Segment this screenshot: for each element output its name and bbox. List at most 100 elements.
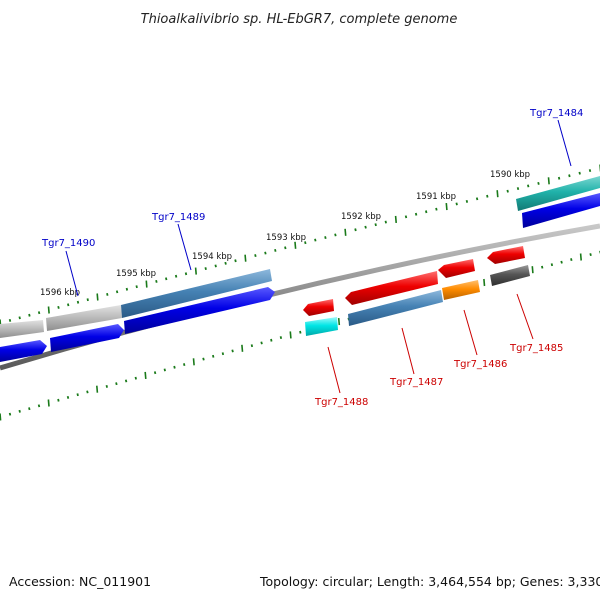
outer-tick-mark (578, 171, 581, 175)
outer-tick-mark (314, 238, 317, 242)
leader-tgr7-1490 (65, 250, 79, 297)
inner-tick-mark (231, 349, 234, 353)
outer-tick-mark (304, 241, 307, 245)
inner-tick-mark (289, 331, 292, 339)
gene-label-tgr7-1484[interactable]: Tgr7_1484 (529, 108, 583, 119)
kbp-labels: 1596 kbp 1595 kbp 1594 kbp 1593 kbp 1592… (40, 170, 530, 298)
inner-tick-mark (579, 253, 582, 261)
inner-tick-mark (570, 258, 573, 262)
outer-tick-mark (86, 298, 89, 302)
outer-tick-mark (475, 197, 479, 201)
inner-tick-mark (541, 265, 544, 269)
outer-tick-mark (145, 280, 148, 288)
outer-tick-mark (57, 305, 60, 309)
outer-tick-mark (404, 215, 408, 219)
outer-tick-mark (425, 210, 428, 214)
inner-tick-mark (183, 363, 186, 367)
outer-tick-mark (527, 184, 530, 188)
outer-tick-mark (8, 318, 12, 322)
gene-label-tgr7-1490[interactable]: Tgr7_1490 (41, 238, 95, 249)
gene-label-tgr7-1485[interactable]: Tgr7_1485 (509, 343, 563, 354)
forward-outer-ring (0, 176, 600, 338)
inner-tick-mark (221, 352, 225, 356)
outer-tick-mark (344, 228, 347, 236)
leader-tgr7-1484 (557, 119, 572, 167)
accession-text: Accession: NC_011901 (9, 574, 152, 589)
inner-tick-mark (8, 412, 12, 416)
gene-block-tgr7-1485-dark[interactable] (490, 265, 530, 286)
outer-tick-mark (354, 228, 357, 232)
inner-tick-mark (153, 371, 157, 375)
outer-tick-mark (67, 303, 70, 307)
cds-arrow-tgr7-1487[interactable] (345, 271, 438, 305)
inner-tick-mark (270, 338, 273, 342)
inner-tick-mark (105, 384, 108, 388)
inner-tick-mark (0, 413, 2, 421)
cds-arrow-tgr7-1489[interactable] (124, 287, 275, 334)
outer-tick-mark (294, 241, 297, 249)
outer-tick-mark (547, 177, 550, 185)
outer-tick-mark (194, 267, 197, 275)
inner-tick-mark (18, 409, 21, 413)
inner-tick-mark (589, 253, 592, 257)
outer-tick-mark (115, 290, 119, 294)
outer-tick-mark (588, 169, 592, 173)
inner-tick-mark (250, 344, 254, 348)
outer-tick-mark (155, 279, 158, 283)
outer-tick-mark (214, 264, 217, 268)
gene-block-grey-left[interactable] (0, 320, 44, 338)
kbp-label-1596: 1596 kbp (40, 288, 80, 298)
outer-tick-mark (37, 311, 41, 315)
cds-arrow-tgr7-1488[interactable] (303, 299, 334, 316)
inner-tick-mark (28, 407, 31, 411)
kbp-label-1594: 1594 kbp (192, 252, 232, 262)
inner-tick-mark (560, 260, 563, 264)
outer-tick-mark (47, 306, 50, 314)
outer-tick-mark (374, 223, 377, 227)
inner-tick-mark (47, 399, 50, 407)
inner-tick-mark (260, 341, 263, 345)
cds-arrow-left[interactable] (0, 340, 47, 362)
outer-tick-mark (455, 202, 458, 206)
outer-tick-mark (125, 287, 129, 291)
gene-labels: Tgr7_1490 Tgr7_1489 Tgr7_1484 Tgr7_1488 … (41, 108, 583, 408)
reverse-inner-ring (305, 265, 530, 336)
outer-tick-mark (204, 267, 207, 271)
genome-summary-text: Topology: circular; Length: 3,464,554 bp… (260, 574, 600, 589)
inner-tick-mark (37, 404, 41, 408)
map-title: Thioalkalivibrio sp. HL-EbGR7, complete … (141, 12, 458, 27)
outer-tick-mark (284, 246, 287, 250)
gene-block-tgr7-1487-steel[interactable] (348, 290, 443, 326)
gene-label-tgr7-1489[interactable]: Tgr7_1489 (151, 212, 205, 223)
inner-tick-mark (483, 278, 486, 287)
kbp-label-1592: 1592 kbp (341, 212, 381, 222)
gene-label-tgr7-1488[interactable]: Tgr7_1488 (314, 397, 368, 408)
cds-arrow-tgr7-1490[interactable] (50, 324, 124, 352)
inner-tick-mark (531, 266, 534, 274)
inner-tick-mark (115, 382, 118, 386)
outer-tick-mark (486, 194, 489, 198)
gene-block-grey[interactable] (46, 305, 122, 331)
gene-label-tgr7-1487[interactable]: Tgr7_1487 (389, 377, 443, 388)
outer-tick-mark (244, 254, 247, 262)
kbp-label-1593: 1593 kbp (266, 233, 306, 243)
outer-tick-mark (184, 272, 188, 276)
gene-label-tgr7-1486[interactable]: Tgr7_1486 (453, 359, 507, 370)
gene-block-tgr7-1486-orange[interactable] (442, 280, 480, 300)
outer-tick-mark (76, 300, 80, 304)
inner-tick-mark (279, 336, 283, 340)
outer-tick-mark (516, 187, 520, 191)
cds-arrow-tgr7-1486[interactable] (438, 259, 475, 278)
gene-block-tgr7-1484-teal[interactable] (516, 176, 600, 211)
inner-tick-mark (86, 390, 89, 394)
gene-block-tgr7-1488-cyan[interactable] (305, 317, 338, 336)
inner-tick-mark (66, 395, 70, 399)
inner-tick-mark (96, 385, 99, 393)
outer-tick-mark (106, 292, 109, 296)
cds-arrow-tgr7-1485[interactable] (487, 246, 525, 264)
gene-block-tgr7-1489-steel[interactable] (121, 269, 272, 318)
outer-tick-mark (135, 285, 138, 289)
inner-tick-mark (173, 365, 176, 369)
leader-tgr7-1489 (177, 223, 192, 271)
cds-arrow-tgr7-1484[interactable] (522, 193, 600, 228)
